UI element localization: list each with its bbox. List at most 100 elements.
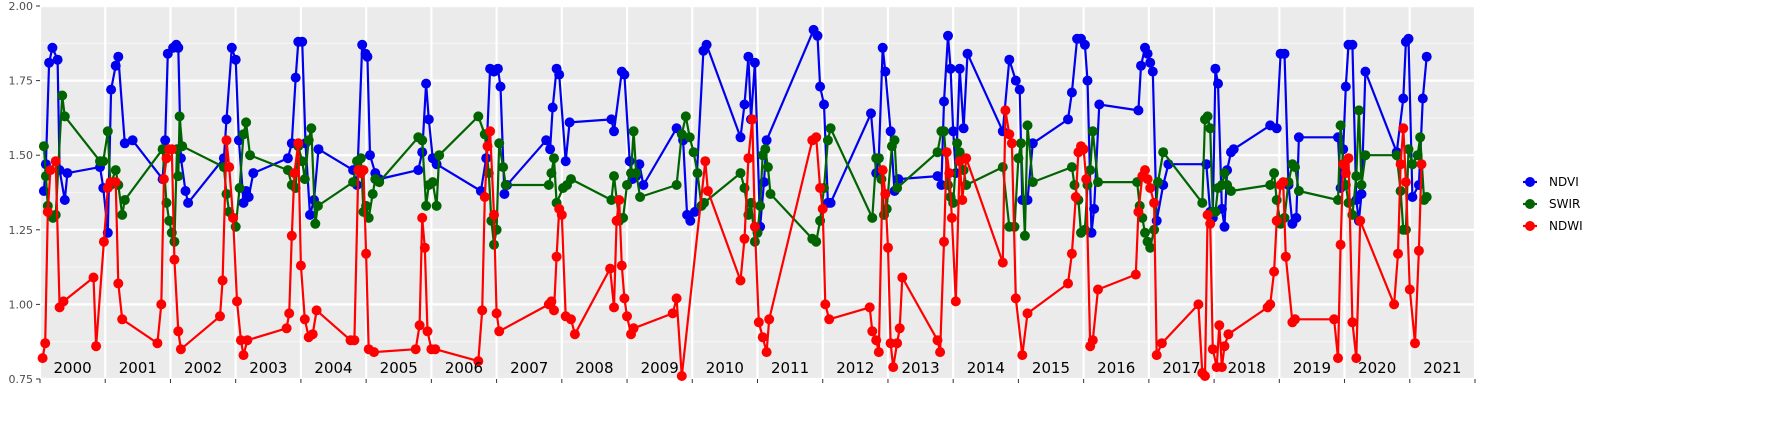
- data-point-swir: [1140, 227, 1150, 238]
- data-point-ndwi: [622, 311, 632, 322]
- data-point-swir: [811, 236, 822, 247]
- data-point-ndwi: [739, 233, 750, 244]
- data-point-ndwi: [422, 326, 433, 337]
- data-point-swir: [1066, 162, 1077, 173]
- data-point-ndwi: [1017, 350, 1028, 361]
- data-point-ndwi: [1149, 197, 1160, 208]
- data-point-swir: [1290, 162, 1300, 173]
- data-point-swir: [1145, 242, 1156, 253]
- data-point-ndvi: [180, 186, 191, 196]
- data-point-ndwi: [941, 147, 952, 158]
- data-point-swir: [1421, 192, 1432, 202]
- data-point-ndwi: [1066, 248, 1077, 259]
- data-point-swir: [1022, 120, 1033, 131]
- data-point-ndvi: [1293, 132, 1304, 143]
- data-point-ndwi: [1410, 338, 1420, 349]
- data-point-ndvi: [1210, 63, 1221, 74]
- data-point-ndvi: [1279, 48, 1290, 59]
- data-point-ndwi: [1205, 218, 1216, 229]
- data-point-ndwi: [946, 212, 957, 223]
- data-point-ndwi: [743, 153, 754, 164]
- data-point-ndvi: [1219, 221, 1230, 232]
- data-point-ndvi: [689, 206, 700, 217]
- data-point-ndwi: [489, 209, 499, 220]
- data-point-ndvi: [958, 123, 969, 134]
- data-point-swir: [566, 174, 576, 185]
- data-point-ndvi: [885, 126, 896, 137]
- data-point-swir: [1351, 171, 1362, 182]
- year-label: 2020: [1358, 359, 1396, 377]
- data-point-swir: [1087, 126, 1098, 137]
- data-point-ndvi: [1271, 123, 1282, 134]
- data-point-swir: [245, 150, 255, 161]
- data-point-ndwi: [113, 278, 124, 289]
- data-point-ndwi: [897, 272, 908, 283]
- data-point-ndwi: [815, 183, 826, 193]
- data-point-ndwi: [871, 335, 882, 346]
- data-point-ndwi: [1200, 371, 1210, 381]
- data-point-ndvi: [560, 156, 571, 167]
- data-point-ndvi: [866, 108, 876, 119]
- data-point-ndwi: [161, 153, 172, 164]
- data-point-ndwi: [671, 293, 682, 304]
- data-point-swir: [234, 183, 245, 193]
- legend-key-point: [1525, 221, 1535, 231]
- data-point-ndwi: [894, 323, 905, 334]
- data-point-swir: [421, 200, 432, 211]
- data-point-swir: [1353, 105, 1364, 116]
- data-point-swir: [622, 180, 632, 190]
- data-point-ndvi: [313, 144, 324, 155]
- data-point-ndwi: [473, 356, 484, 367]
- data-point-ndwi: [1145, 183, 1156, 193]
- data-point-ndvi: [1421, 51, 1432, 62]
- data-point-ndvi: [735, 132, 746, 143]
- data-point-ndwi: [747, 114, 758, 125]
- data-point-ndvi: [357, 39, 368, 50]
- year-labels: 2000 2001 2002 2003 2004 2005 2006 2007 2008 2009…: [54, 359, 1462, 377]
- data-point-ndwi: [410, 344, 421, 355]
- data-point-ndwi: [1400, 177, 1411, 188]
- year-label: 2000: [54, 359, 92, 377]
- data-point-swir: [1085, 165, 1096, 176]
- data-point-ndwi: [864, 302, 875, 313]
- data-point-swir: [119, 195, 130, 205]
- data-point-ndwi: [1078, 144, 1089, 155]
- x-axis: [39, 379, 1476, 383]
- data-point-ndvi: [362, 51, 373, 62]
- data-point-ndvi: [877, 42, 888, 53]
- data-point-swir: [631, 168, 642, 179]
- data-point-ndwi: [311, 305, 322, 316]
- data-point-ndwi: [88, 272, 99, 283]
- data-point-swir: [671, 180, 682, 190]
- data-point-swir: [628, 126, 639, 137]
- data-point-ndwi: [1133, 206, 1144, 217]
- data-point-swir: [1360, 150, 1371, 161]
- data-point-ndvi: [948, 126, 959, 137]
- data-point-swir: [760, 144, 771, 155]
- data-point-ndwi: [1223, 329, 1234, 340]
- data-point-ndwi: [950, 296, 961, 307]
- year-label: 2010: [706, 359, 744, 377]
- data-point-ndwi: [761, 347, 772, 358]
- data-point-swir: [765, 189, 776, 199]
- year-label: 2013: [901, 359, 939, 377]
- data-point-swir: [1400, 224, 1411, 235]
- data-point-ndwi: [549, 305, 559, 316]
- data-point-ndwi: [997, 257, 1008, 268]
- data-point-ndwi: [877, 165, 888, 176]
- data-point-ndvi: [701, 39, 712, 50]
- data-point-ndwi: [173, 326, 184, 337]
- data-point-ndwi: [1343, 153, 1354, 164]
- data-point-ndwi: [1219, 341, 1230, 352]
- data-point-ndwi: [676, 371, 687, 381]
- data-point-ndwi: [1335, 239, 1346, 250]
- data-point-swir: [1016, 138, 1026, 149]
- data-point-swir: [363, 212, 374, 223]
- legend-label: NDWI: [1549, 219, 1583, 233]
- data-point-ndwi: [867, 326, 878, 337]
- data-point-ndwi: [50, 156, 61, 167]
- data-point-ndvi: [1014, 84, 1025, 95]
- y-tick-label: 1.00: [9, 298, 34, 311]
- data-point-swir: [1197, 197, 1208, 208]
